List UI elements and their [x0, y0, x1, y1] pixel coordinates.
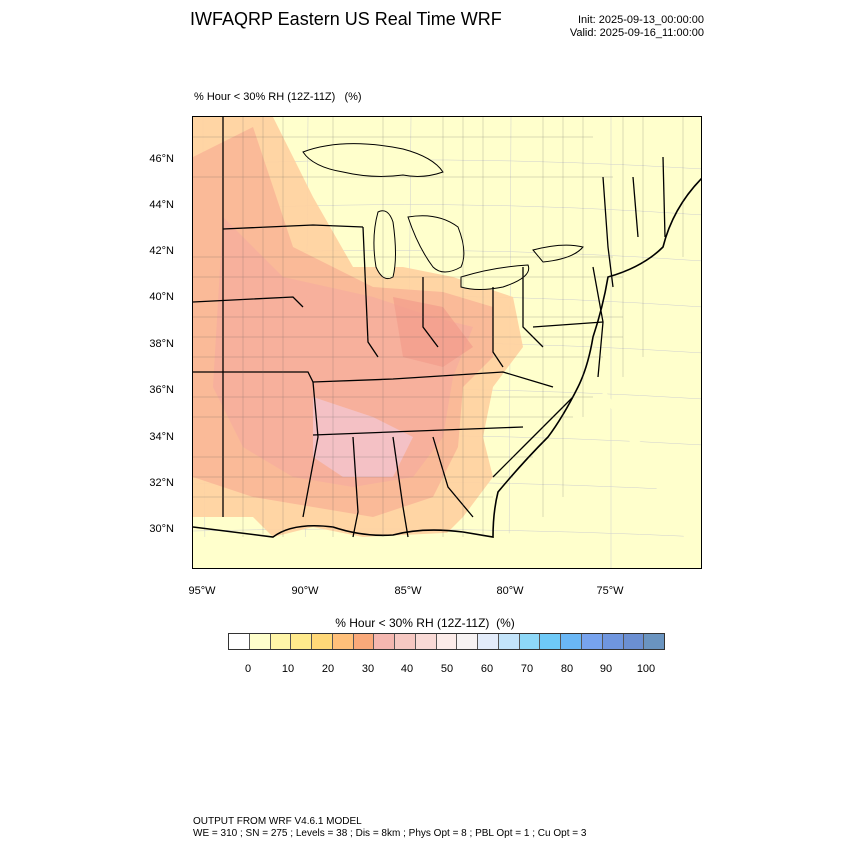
county-borders	[193, 117, 684, 537]
ocean	[193, 377, 701, 568]
legend-color-box	[332, 634, 354, 649]
lat-label: 44°N	[149, 199, 174, 211]
lon-label: 80°W	[496, 585, 524, 597]
init-time-label: Init: 2025-09-13_00:00:00	[578, 14, 704, 26]
model-info-line1: OUTPUT FROM WRF V4.6.1 MODEL	[193, 816, 362, 827]
legend-color-box	[582, 634, 603, 649]
field-subtitle: % Hour < 30% RH (12Z-11Z) (%)	[194, 91, 362, 103]
model-info-line2: WE = 310 ; SN = 275 ; Levels = 38 ; Dis …	[193, 828, 587, 839]
legend-color-box	[312, 634, 333, 649]
legend-tick-label: 10	[281, 663, 295, 675]
legend-color-box	[457, 634, 479, 649]
legend-tick-label: 70	[520, 663, 534, 675]
legend-color-box	[374, 634, 396, 649]
legend-tick-label: 30	[361, 663, 375, 675]
lat-label: 38°N	[149, 338, 174, 350]
legend-color-box	[623, 634, 645, 649]
coastline	[193, 177, 701, 538]
color-legend	[228, 633, 665, 650]
lon-label: 90°W	[291, 585, 319, 597]
legend-color-box	[602, 634, 624, 649]
legend-tick-label: 40	[400, 663, 414, 675]
legend-tick-label: 60	[480, 663, 494, 675]
legend-color-box	[249, 634, 271, 649]
valid-time-label: Valid: 2025-09-16_11:00:00	[569, 27, 704, 39]
legend-color-box	[436, 634, 458, 649]
lat-label: 36°N	[149, 384, 174, 396]
legend-color-box	[478, 634, 499, 649]
legend-title: % Hour < 30% RH (12Z-11Z) (%)	[335, 616, 515, 630]
legend-color-box	[395, 634, 416, 649]
lon-label: 85°W	[394, 585, 422, 597]
rh-shading	[193, 117, 523, 537]
legend-color-box	[229, 634, 250, 649]
map-title: IWFAQRP Eastern US Real Time WRF	[190, 9, 502, 29]
legend-color-box	[644, 634, 665, 649]
lon-label: 95°W	[188, 585, 216, 597]
map-plot-area	[192, 116, 702, 569]
legend-color-box	[540, 634, 562, 649]
legend-color-box	[415, 634, 437, 649]
legend-color-box	[519, 634, 541, 649]
great-lakes	[302, 143, 584, 290]
lat-label: 46°N	[149, 153, 174, 165]
legend-tick-label: 20	[321, 663, 335, 675]
lat-label: 40°N	[149, 291, 174, 303]
legend-tick-label: 80	[560, 663, 574, 675]
lat-label: 32°N	[149, 477, 174, 489]
legend-tick-label: 50	[440, 663, 454, 675]
lat-label: 30°N	[149, 523, 174, 535]
lat-label: 34°N	[149, 431, 174, 443]
lat-label: 42°N	[149, 245, 174, 257]
legend-tick-label: 90	[599, 663, 613, 675]
legend-tick-label: 0	[244, 663, 252, 675]
map-canvas	[193, 117, 701, 568]
legend-color-box	[270, 634, 292, 649]
legend-color-box	[291, 634, 313, 649]
lon-label: 75°W	[596, 585, 624, 597]
legend-tick-label: 100	[636, 663, 656, 675]
legend-color-box	[353, 634, 375, 649]
legend-color-box	[498, 634, 520, 649]
legend-color-box	[561, 634, 583, 649]
